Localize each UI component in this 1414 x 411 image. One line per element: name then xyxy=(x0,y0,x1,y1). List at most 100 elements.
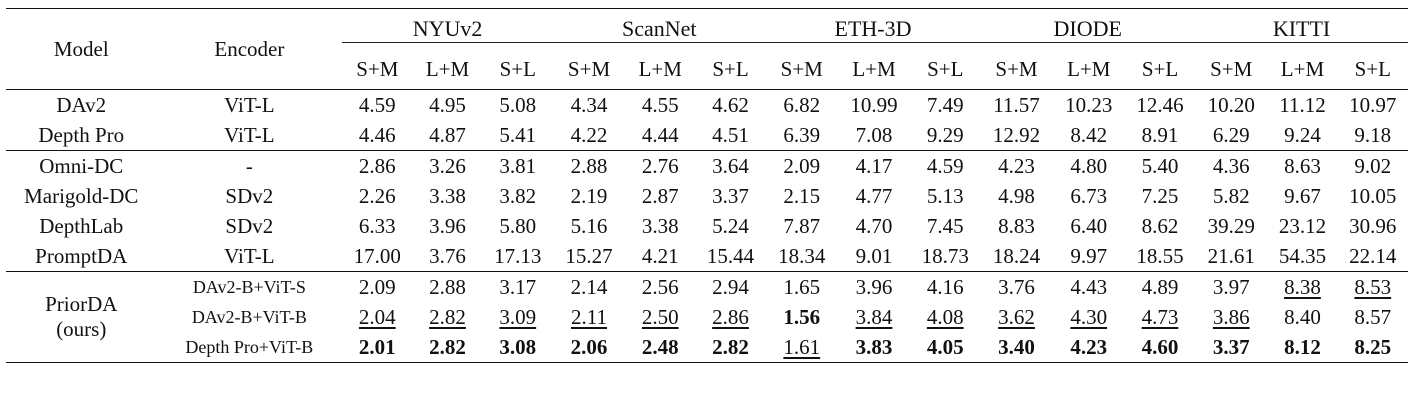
metric-cell: 9.97 xyxy=(1053,241,1125,272)
metric-value: 6.82 xyxy=(783,92,821,117)
metric-cell: 1.61 xyxy=(765,332,838,363)
metric-value: 4.34 xyxy=(570,92,608,117)
metric-value: 9.29 xyxy=(926,122,964,147)
metric-cell: 3.96 xyxy=(837,271,911,302)
metric-cell: 8.38 xyxy=(1267,271,1338,302)
metric-value: 2.82 xyxy=(712,334,749,359)
metric-value: 10.97 xyxy=(1349,92,1397,117)
metric-value: 3.37 xyxy=(1212,334,1250,359)
metric-cell: 4.08 xyxy=(910,302,980,332)
metric-value: 12.92 xyxy=(992,122,1041,147)
metric-value: 2.14 xyxy=(570,274,608,299)
metric-value: 2.50 xyxy=(641,304,679,329)
metric-value: 9.67 xyxy=(1284,183,1321,208)
metric-cell: 6.33 xyxy=(342,211,412,241)
encoder-name: ViT-L xyxy=(224,122,275,147)
header-dataset-scannet: ScanNet xyxy=(552,8,766,49)
metric-cell: 3.84 xyxy=(838,302,910,332)
metric-value: 8.53 xyxy=(1354,274,1392,299)
metric-value: 3.97 xyxy=(1212,274,1250,299)
metric-cell: 4.44 xyxy=(625,120,695,151)
metric-cell: 4.43 xyxy=(1052,271,1125,302)
header-dataset-nyuv2: NYUv2 xyxy=(342,8,553,49)
metric-cell: 4.21 xyxy=(625,241,695,272)
metric-cell: 4.36 xyxy=(1195,150,1268,181)
model-name: PromptDA xyxy=(35,243,128,268)
metric-cell: 10.20 xyxy=(1195,89,1268,120)
metric-cell: 4.73 xyxy=(1125,302,1195,332)
metric-value: 3.37 xyxy=(712,183,749,208)
metric-value: 9.97 xyxy=(1070,243,1108,268)
metric-cell: 4.16 xyxy=(910,271,981,302)
encoder-name: DAv2-B+ViT-B xyxy=(191,306,307,327)
metric-cell: 4.23 xyxy=(980,150,1053,181)
metric-cell: 4.05 xyxy=(910,332,981,363)
metric-cell: 5.13 xyxy=(910,181,980,211)
metric-cell: 4.34 xyxy=(552,89,626,120)
metric-value: 2.76 xyxy=(641,153,679,178)
metric-value: 2.26 xyxy=(358,183,396,208)
metric-cell: 6.40 xyxy=(1053,211,1125,241)
metric-cell: 6.29 xyxy=(1195,120,1267,151)
metric-cell: 1.65 xyxy=(765,271,838,302)
table-row: Marigold-DC SDv2 2.26 3.38 3.82 2.19 2.87 3.37 2… xyxy=(6,181,1408,211)
metric-cell: 4.62 xyxy=(695,89,766,120)
encoder-name: SDv2 xyxy=(225,183,274,208)
metric-value: 9.02 xyxy=(1354,153,1392,178)
metric-value: 4.23 xyxy=(998,153,1035,178)
metric-value: 3.40 xyxy=(998,334,1035,359)
metric-cell: 3.81 xyxy=(482,150,553,181)
metric-cell: 4.87 xyxy=(412,120,482,151)
metric-value: 8.91 xyxy=(1141,122,1179,147)
metric-value: 3.38 xyxy=(641,213,679,238)
header-setting: S+L xyxy=(1141,56,1179,81)
metric-cell: 18.55 xyxy=(1125,241,1195,272)
metric-cell: 4.70 xyxy=(838,211,910,241)
metric-cell: 11.12 xyxy=(1267,89,1338,120)
metric-cell: 9.01 xyxy=(838,241,910,272)
metric-value: 2.88 xyxy=(570,153,608,178)
metric-value: 5.08 xyxy=(499,92,537,117)
metric-cell: 15.44 xyxy=(695,241,765,272)
metric-cell: 2.82 xyxy=(412,332,483,363)
metric-cell: 6.82 xyxy=(765,89,838,120)
metric-value: 4.17 xyxy=(855,153,893,178)
metric-cell: 3.64 xyxy=(695,150,766,181)
metric-value: 2.56 xyxy=(641,274,679,299)
metric-value: 6.73 xyxy=(1070,183,1108,208)
metric-cell: 3.82 xyxy=(483,181,553,211)
metric-value: 3.81 xyxy=(499,153,537,178)
metric-value: 15.27 xyxy=(565,243,613,268)
model-name: Marigold-DC xyxy=(24,183,139,208)
metric-value: 8.40 xyxy=(1284,304,1321,329)
metric-value: 1.61 xyxy=(783,334,821,359)
metric-value: 2.87 xyxy=(641,183,679,208)
metric-value: 18.34 xyxy=(778,243,826,268)
metric-value: 4.59 xyxy=(926,153,964,178)
metric-value: 23.12 xyxy=(1278,213,1327,238)
metric-cell: 4.59 xyxy=(342,89,413,120)
metric-value: 3.76 xyxy=(998,274,1035,299)
metric-cell: 2.94 xyxy=(695,271,766,302)
metric-cell: 4.30 xyxy=(1053,302,1125,332)
metric-cell: 2.09 xyxy=(765,150,838,181)
metric-cell: 9.29 xyxy=(910,120,980,151)
header-encoder: Encoder xyxy=(156,8,343,90)
metric-cell: 2.82 xyxy=(412,302,482,332)
metric-cell: 17.00 xyxy=(342,241,412,272)
encoder-name: ViT-L xyxy=(156,89,343,120)
encoder-name: Depth Pro+ViT-B xyxy=(156,332,343,363)
metric-value: 4.36 xyxy=(1212,153,1250,178)
metric-cell: 5.82 xyxy=(1195,181,1267,211)
metric-value: 3.86 xyxy=(1212,304,1250,329)
metric-cell: 30.96 xyxy=(1338,211,1408,241)
model-name: DepthLab xyxy=(39,213,124,238)
metric-value: 3.82 xyxy=(499,183,537,208)
metric-value: 7.45 xyxy=(926,213,964,238)
encoder-name: SDv2 xyxy=(225,213,274,238)
metric-cell: 7.87 xyxy=(766,211,838,241)
metric-cell: 2.56 xyxy=(625,271,696,302)
metric-value: 3.84 xyxy=(855,304,893,329)
encoder-name: ViT-L xyxy=(224,243,275,268)
metric-cell: 18.24 xyxy=(980,241,1052,272)
